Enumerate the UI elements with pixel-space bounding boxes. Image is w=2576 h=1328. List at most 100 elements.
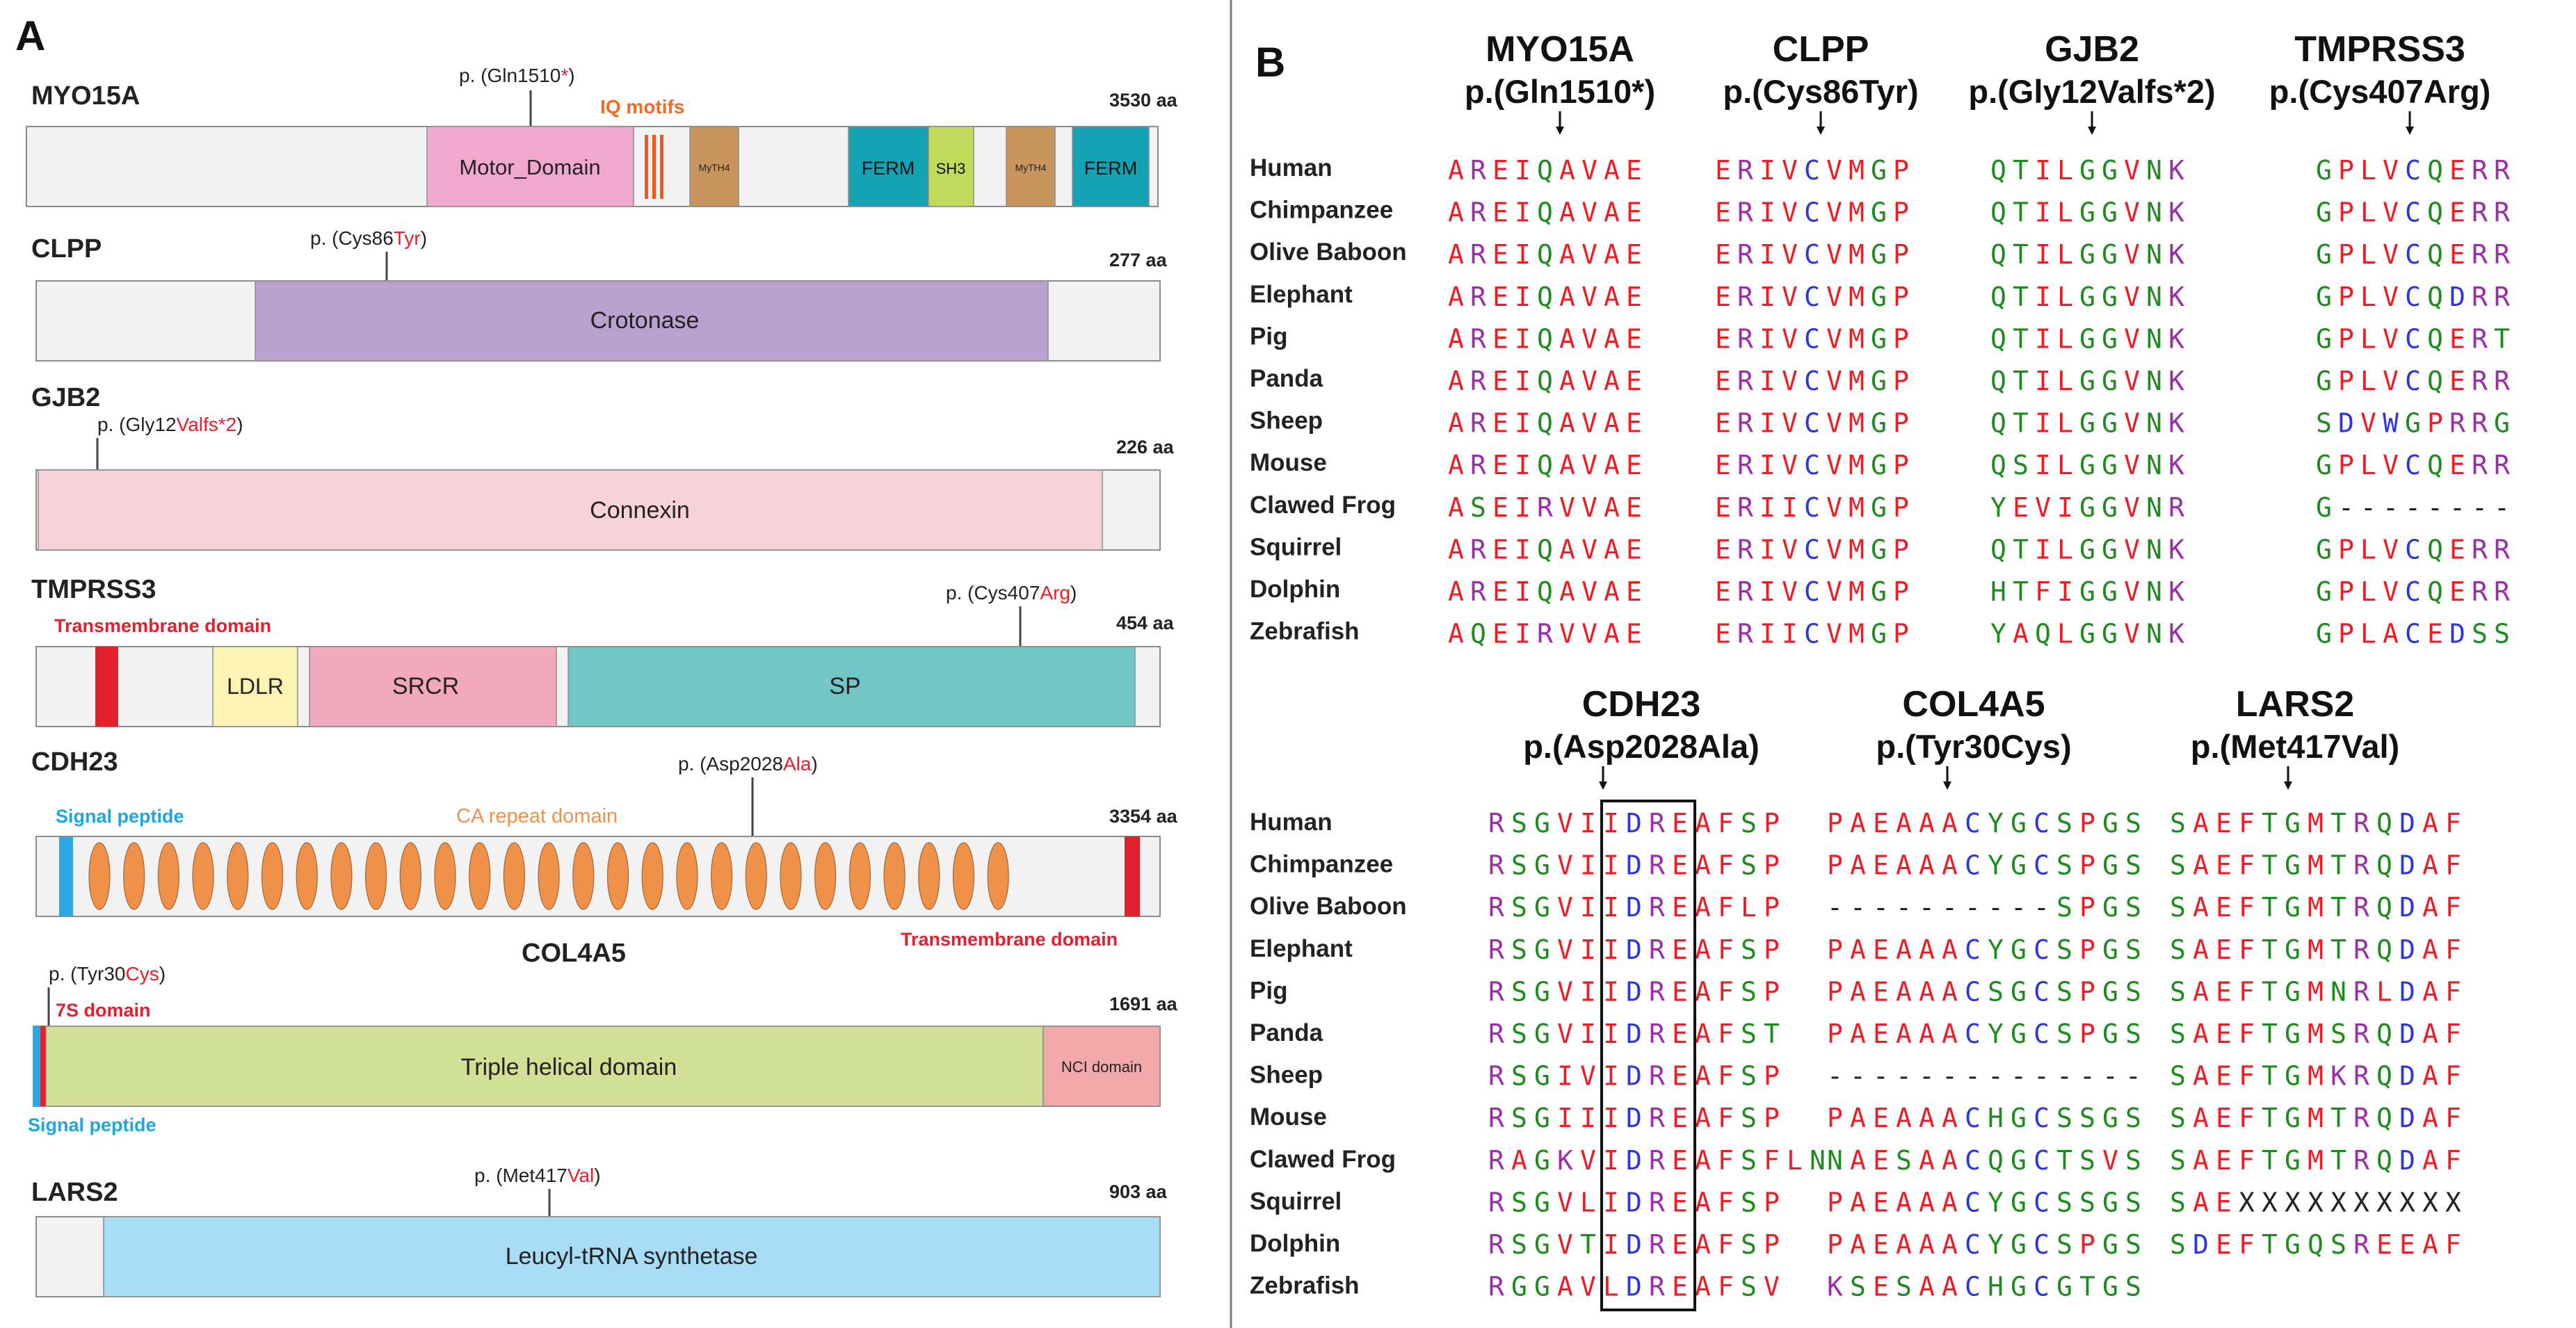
domain-transmembrane xyxy=(1125,836,1140,916)
ca-repeat xyxy=(606,842,629,910)
ca-repeat xyxy=(330,842,353,910)
species-label: Sheep xyxy=(1250,407,1323,435)
species-label: Human xyxy=(1250,154,1333,181)
mutation-arrow-head xyxy=(2284,782,2292,790)
signal-peptide-label: Signal peptide xyxy=(28,1115,156,1135)
mutation-arrow-head xyxy=(1943,782,1951,790)
mutation-arrow-head xyxy=(1556,127,1564,135)
gene-heading: CLPP xyxy=(1773,29,1869,70)
ca-repeat-label: CA repeat domain xyxy=(456,805,618,827)
species-label: Dolphin xyxy=(1250,1230,1340,1257)
gene-heading: GJB2 xyxy=(2045,29,2139,70)
ca-repeat-domains xyxy=(88,842,1009,910)
species-label: Panda xyxy=(1250,365,1323,392)
species-label: Elephant xyxy=(1250,281,1353,308)
domain-label: MyTH4 xyxy=(1015,162,1046,173)
mutation-heading: p.(Cys86Tyr) xyxy=(1723,73,1918,110)
domain-nci xyxy=(1043,1026,1161,1107)
domain-label: Motor_Domain xyxy=(459,155,600,179)
ca-repeat xyxy=(987,842,1009,910)
mutation-arrow-head xyxy=(1599,782,1607,790)
gene-heading: TMPRSS3 xyxy=(2294,29,2465,70)
protein-name: LARS2 xyxy=(31,1178,118,1207)
ca-repeat xyxy=(399,842,421,910)
ca-repeat xyxy=(227,842,249,910)
sequence-row: G-------- xyxy=(2316,492,2510,523)
domain-connexin xyxy=(38,469,1103,551)
ca-repeat xyxy=(503,842,526,910)
ca-repeat xyxy=(641,842,663,910)
mutation-arrow-head xyxy=(2088,127,2096,135)
species-label: Panda xyxy=(1250,1019,1323,1046)
mutation-heading: p.(Met417Val) xyxy=(2191,728,2399,765)
mutation-heading: p.(Gln1510*) xyxy=(1465,73,1655,110)
species-label: Pig xyxy=(1250,323,1287,350)
species-label: Pig xyxy=(1250,977,1287,1004)
protein-name: TMPRSS3 xyxy=(31,575,156,604)
gene-heading: CDH23 xyxy=(1582,684,1701,724)
species-label: Human xyxy=(1250,809,1333,836)
species-label: Elephant xyxy=(1250,935,1353,962)
iq-motif-bar xyxy=(645,135,648,199)
domain-label: FERM xyxy=(862,158,915,179)
domain-label: Leucyl-tRNA synthetase xyxy=(506,1243,758,1270)
ca-repeat xyxy=(157,842,179,910)
protein-col4a5: COL4A5 p. (Tyr30Cys) 7S domain 1691 aa T… xyxy=(28,939,1178,1135)
species-label: Squirrel xyxy=(1250,1188,1342,1215)
mutation-label: p. (Gly12Valfs*2) xyxy=(97,414,243,435)
ca-repeat xyxy=(296,842,318,910)
domain-motor xyxy=(426,126,634,207)
domain-label: SRCR xyxy=(392,673,459,699)
mutation-arrow-head xyxy=(1817,127,1825,135)
ca-repeat xyxy=(538,842,560,910)
domain-label: Crotonase xyxy=(590,307,700,334)
protein-length: 1691 aa xyxy=(1109,994,1178,1014)
domain-sp xyxy=(567,646,1136,727)
species-label: Zebrafish xyxy=(1250,618,1360,645)
ca-repeat xyxy=(123,842,145,910)
protein-tmprss3: TMPRSS3 454 aa p. (Cys407Arg) Transmembr… xyxy=(31,575,1175,727)
protein-cdh23: CDH23 3354 aa p. (Asp2028Ala) Signal pep… xyxy=(31,747,1178,950)
ca-repeat xyxy=(261,842,284,910)
species-label: Chimpanzee xyxy=(1250,851,1393,878)
ca-repeat xyxy=(745,842,767,910)
protein-length: 903 aa xyxy=(1109,1181,1168,1202)
mutation-heading: p.(Cys407Arg) xyxy=(2269,73,2491,110)
alignment-bottom: CDH23 p.(Asp2028Ala) R S G V I I D R E A F S P R S G V I I D R… xyxy=(1488,684,2461,1302)
domain-crotonase xyxy=(255,280,1049,362)
domain-7s xyxy=(40,1026,46,1106)
ca-repeat xyxy=(192,842,214,910)
domain-transmembrane xyxy=(95,647,118,727)
